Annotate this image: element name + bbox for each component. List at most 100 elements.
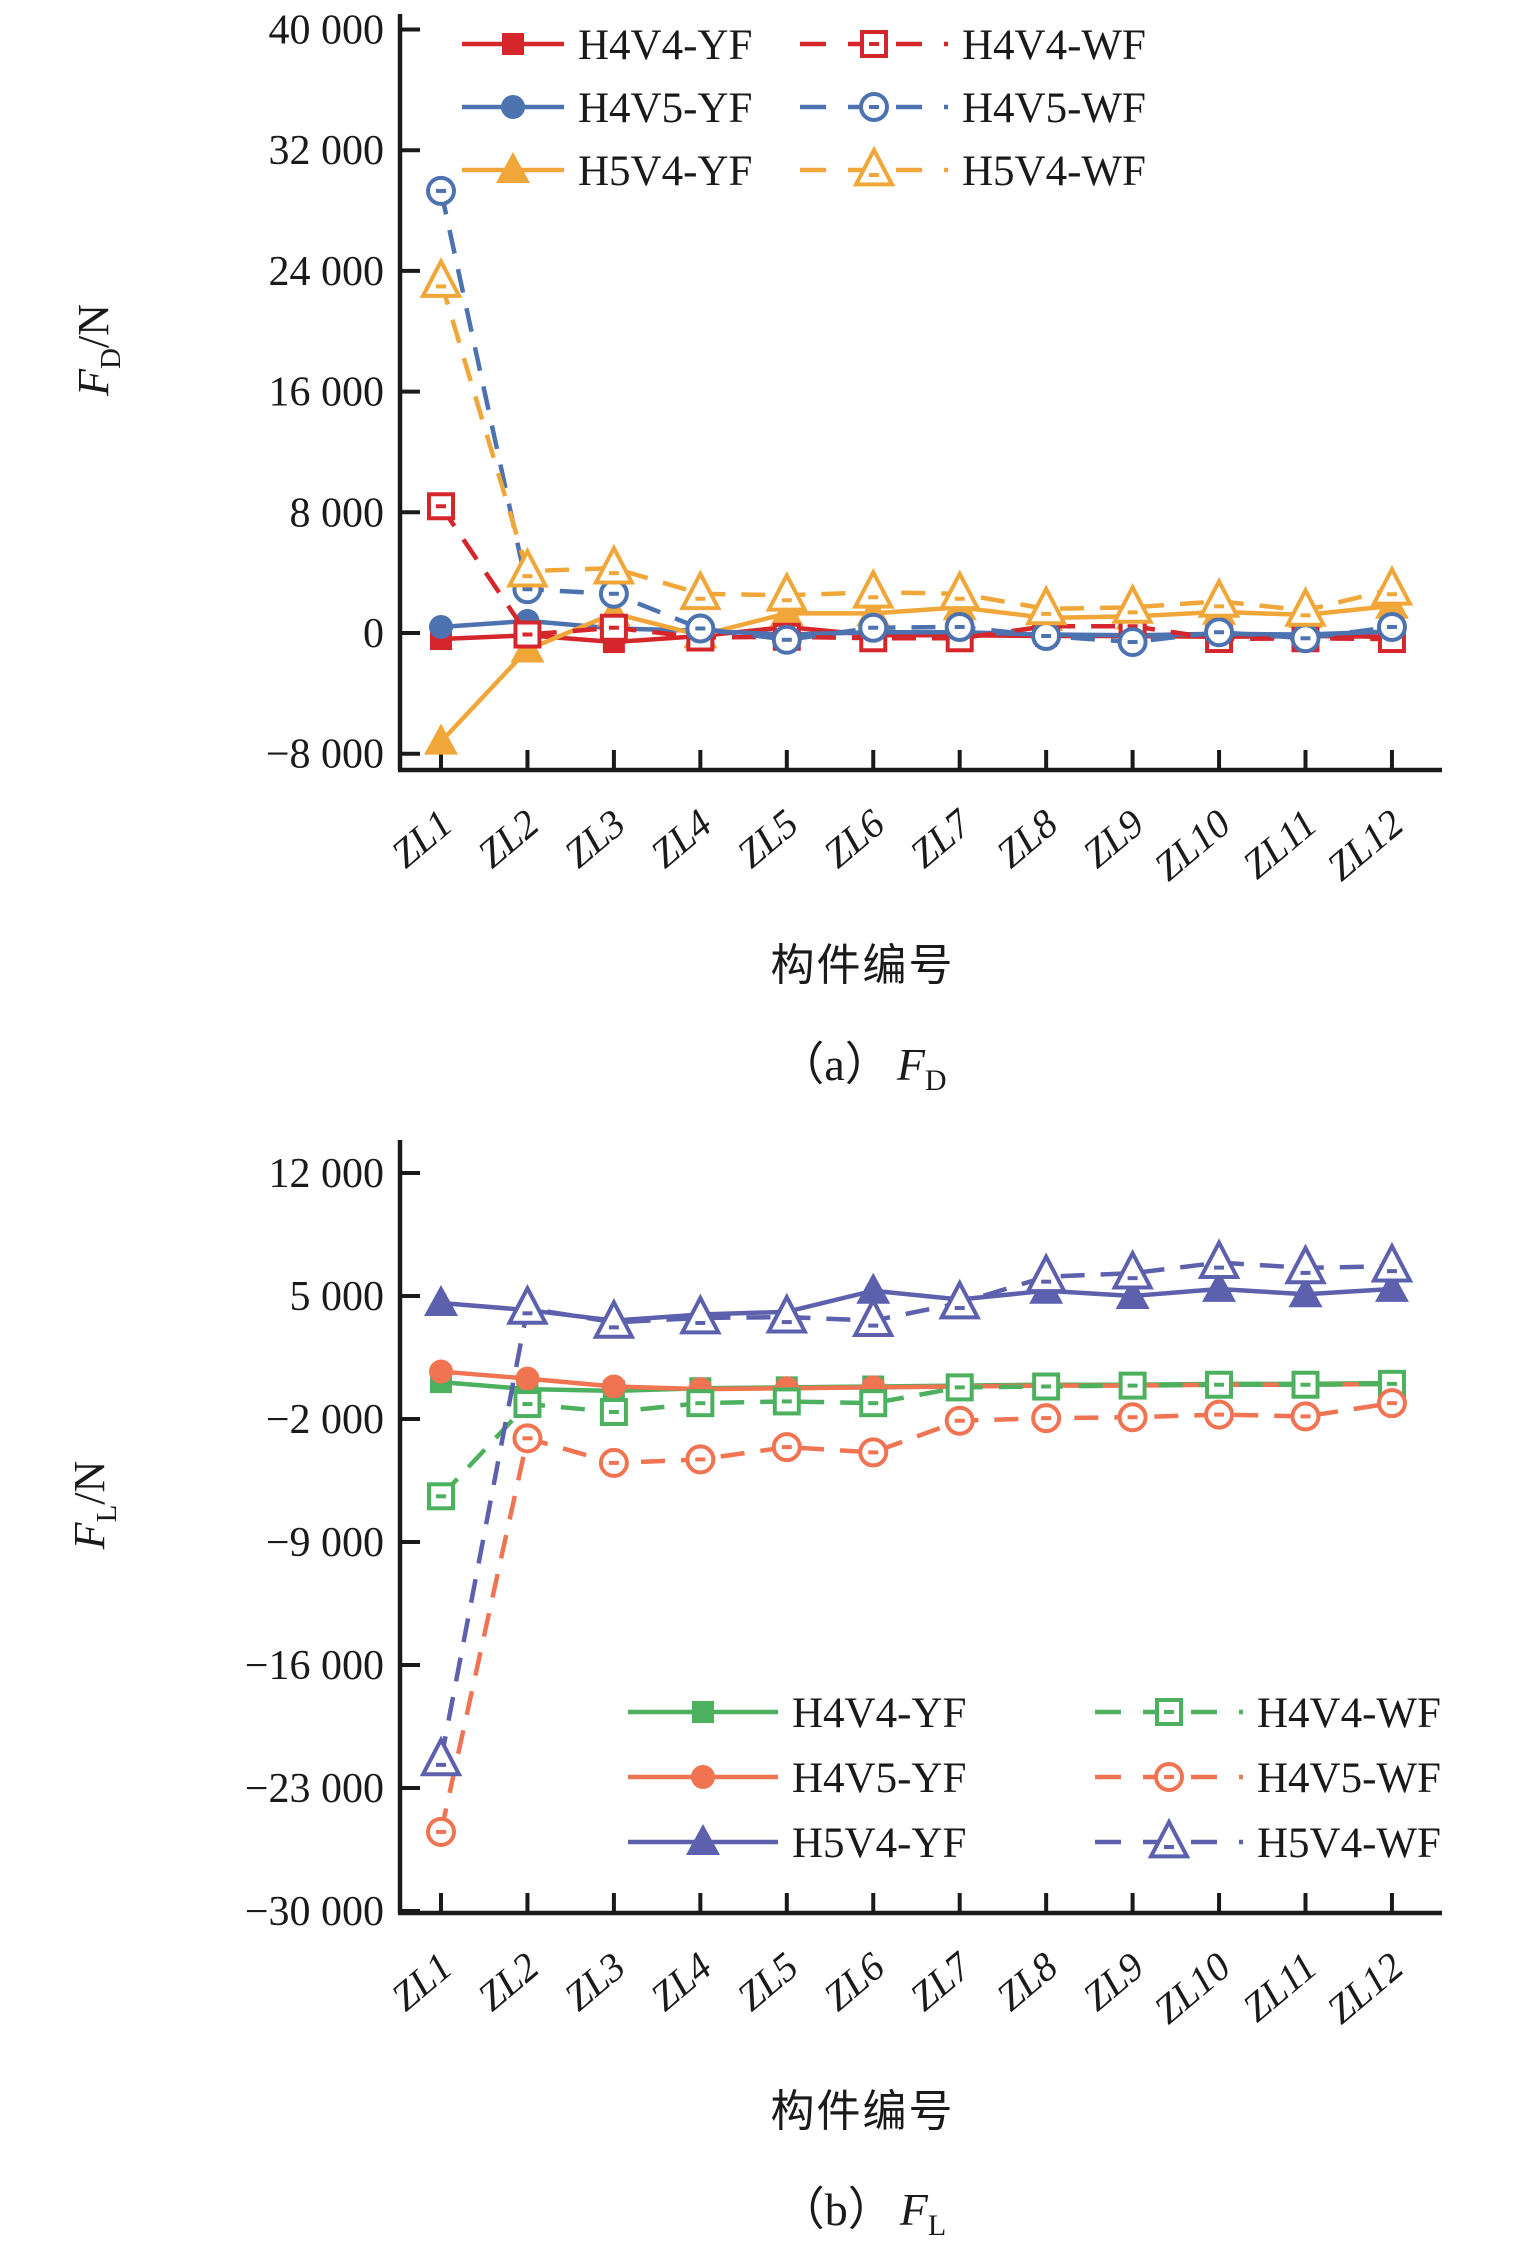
open-square-marker <box>945 1373 974 1402</box>
series-line-H4V4-WF <box>439 505 1392 642</box>
series-line-H5V4-WF <box>438 1260 1392 1761</box>
y-tick-label: 16 000 <box>269 370 385 416</box>
series-H5V4-YF <box>424 587 1409 755</box>
series-line-H4V5-YF <box>440 1369 1392 1392</box>
series-H5V4-WF <box>419 1238 1414 1777</box>
series-line-H5V4-YF <box>440 1286 1393 1323</box>
chart-fl-block: 12 000 5 000 −2 000 −9 000 −16 000 −23 000 −30… <box>0 1120 1535 2243</box>
filled-circle-marker <box>515 1366 540 1391</box>
filled-triangle-marker <box>424 723 458 755</box>
legend-label: H5V4-WF <box>1257 1820 1441 1867</box>
y-axis-title: FL/N <box>65 1461 123 1551</box>
x-tick-label: ZL4 <box>642 800 720 876</box>
filled-circle-marker <box>501 95 525 119</box>
open-triangle-marker <box>1370 1241 1414 1283</box>
x-tick-label: ZL6 <box>815 1943 893 2019</box>
y-tick-label: −9 000 <box>266 1520 384 1566</box>
legend-label: H4V4-YF <box>792 1690 966 1737</box>
y-tick-label: 32 000 <box>269 128 385 174</box>
x-tick-label: ZL2 <box>469 800 547 876</box>
open-triangle-marker <box>1147 1817 1191 1859</box>
fd-x-axis-title: 构件编号 <box>770 941 955 990</box>
y-tick-label: −23 000 <box>245 1766 384 1812</box>
filled-circle-marker <box>691 1765 715 1789</box>
open-triangle-marker <box>1284 1243 1327 1285</box>
x-tick-label: ZL2 <box>469 1943 547 2019</box>
x-tick-label: ZL1 <box>382 1943 460 2019</box>
legend-label: H4V5-YF <box>792 1755 966 1802</box>
chart-fd-block: 40 000 32 000 24 000 16 000 8 000 0 −8 000 ZL1 Z… <box>0 0 1535 1120</box>
legend-label: H5V4-YF <box>792 1820 966 1867</box>
open-triangle-marker <box>419 1735 463 1777</box>
series-H4V5-YF <box>429 1359 1404 1402</box>
series-line-H5V4-WF <box>438 280 1393 613</box>
series-H4V5-WF <box>426 175 1407 658</box>
fl-axes: 12 000 5 000 −2 000 −9 000 −16 000 −23 000 −30… <box>245 1140 1442 2032</box>
open-triangle-marker <box>1111 583 1154 624</box>
y-tick-label: −2 000 <box>266 1397 384 1443</box>
legend-label: H4V4-WF <box>1257 1690 1441 1737</box>
x-tick-label: ZL10 <box>1145 800 1239 889</box>
series-H4V5-WF <box>426 1388 1407 1847</box>
x-tick-label: ZL6 <box>815 800 893 876</box>
open-triangle-marker <box>1111 1248 1154 1290</box>
open-triangle-marker <box>1197 1238 1241 1280</box>
legend-label: H4V5-YF <box>578 85 752 132</box>
open-triangle-marker <box>1284 586 1327 627</box>
x-tick-label: ZL12 <box>1318 1943 1412 2032</box>
legend-label: H4V5-WF <box>1257 1755 1441 1802</box>
open-triangle-marker <box>938 569 982 611</box>
x-tick-label: ZL8 <box>988 1943 1066 2019</box>
x-tick-label: ZL11 <box>1234 800 1325 887</box>
x-tick-label: ZL12 <box>1318 800 1412 889</box>
x-tick-label: ZL8 <box>988 800 1066 876</box>
open-triangle-marker <box>938 1278 982 1320</box>
open-square-marker <box>860 30 888 58</box>
open-triangle-marker <box>1024 584 1068 626</box>
filled-triangle-marker <box>1288 1276 1323 1308</box>
x-tick-label: ZL4 <box>642 1943 720 2019</box>
filled-triangle-marker <box>424 1285 458 1316</box>
open-triangle-marker <box>506 546 549 588</box>
series-line-H4V5-WF <box>438 190 1393 645</box>
open-square-marker <box>599 613 628 642</box>
fl-chart-svg: 12 000 5 000 −2 000 −9 000 −16 000 −23 000 −30… <box>65 1140 1442 2032</box>
open-triangle-marker <box>506 1283 549 1325</box>
filled-triangle-marker <box>496 152 530 183</box>
series-H5V4-WF <box>419 257 1414 627</box>
x-tick-label: ZL3 <box>555 1943 633 2019</box>
open-triangle-marker <box>679 569 722 611</box>
series-H4V4-WF <box>427 1369 1406 1511</box>
x-tick-label: ZL9 <box>1074 1943 1152 2019</box>
y-tick-label: 0 <box>363 611 384 657</box>
fl-x-axis-title: 构件编号 <box>770 2087 955 2136</box>
fd-caption-symbol: F <box>896 1039 925 1090</box>
fd-legend: H4V4-YF H4V4-WF H4V5-YF H4V5-WF H5V4-YF H5V4-… <box>462 22 1146 195</box>
open-square-marker <box>772 1387 801 1416</box>
legend-label: H4V4-WF <box>962 22 1146 69</box>
y-tick-label: 40 000 <box>269 8 385 54</box>
open-triangle-marker <box>851 567 895 609</box>
x-tick-label: ZL1 <box>382 800 460 876</box>
x-tick-label: ZL11 <box>1234 1943 1325 2030</box>
y-tick-label: −8 000 <box>266 732 384 778</box>
y-tick-label: 24 000 <box>269 249 385 295</box>
legend-label: H4V4-YF <box>578 22 752 69</box>
x-tick-label: ZL5 <box>728 1943 806 2019</box>
open-triangle-marker <box>592 543 636 585</box>
filled-triangle-marker <box>856 1272 891 1304</box>
filled-square-marker <box>692 1701 714 1723</box>
open-square-marker <box>1291 1370 1320 1399</box>
x-tick-label: ZL7 <box>901 1942 981 2019</box>
open-triangle-marker <box>852 145 896 187</box>
filled-triangle-marker <box>686 1824 720 1855</box>
x-tick-label: ZL5 <box>728 800 806 876</box>
fl-caption: （b） FL <box>190 2173 1535 2243</box>
filled-circle-marker <box>429 614 453 639</box>
fl-caption-subscript: L <box>927 2209 947 2243</box>
legend-label: H5V4-YF <box>578 148 752 195</box>
y-tick-label: −16 000 <box>245 1643 384 1689</box>
y-tick-label: 5 000 <box>290 1274 385 1320</box>
fd-caption-prefix: （a） <box>778 1039 891 1090</box>
